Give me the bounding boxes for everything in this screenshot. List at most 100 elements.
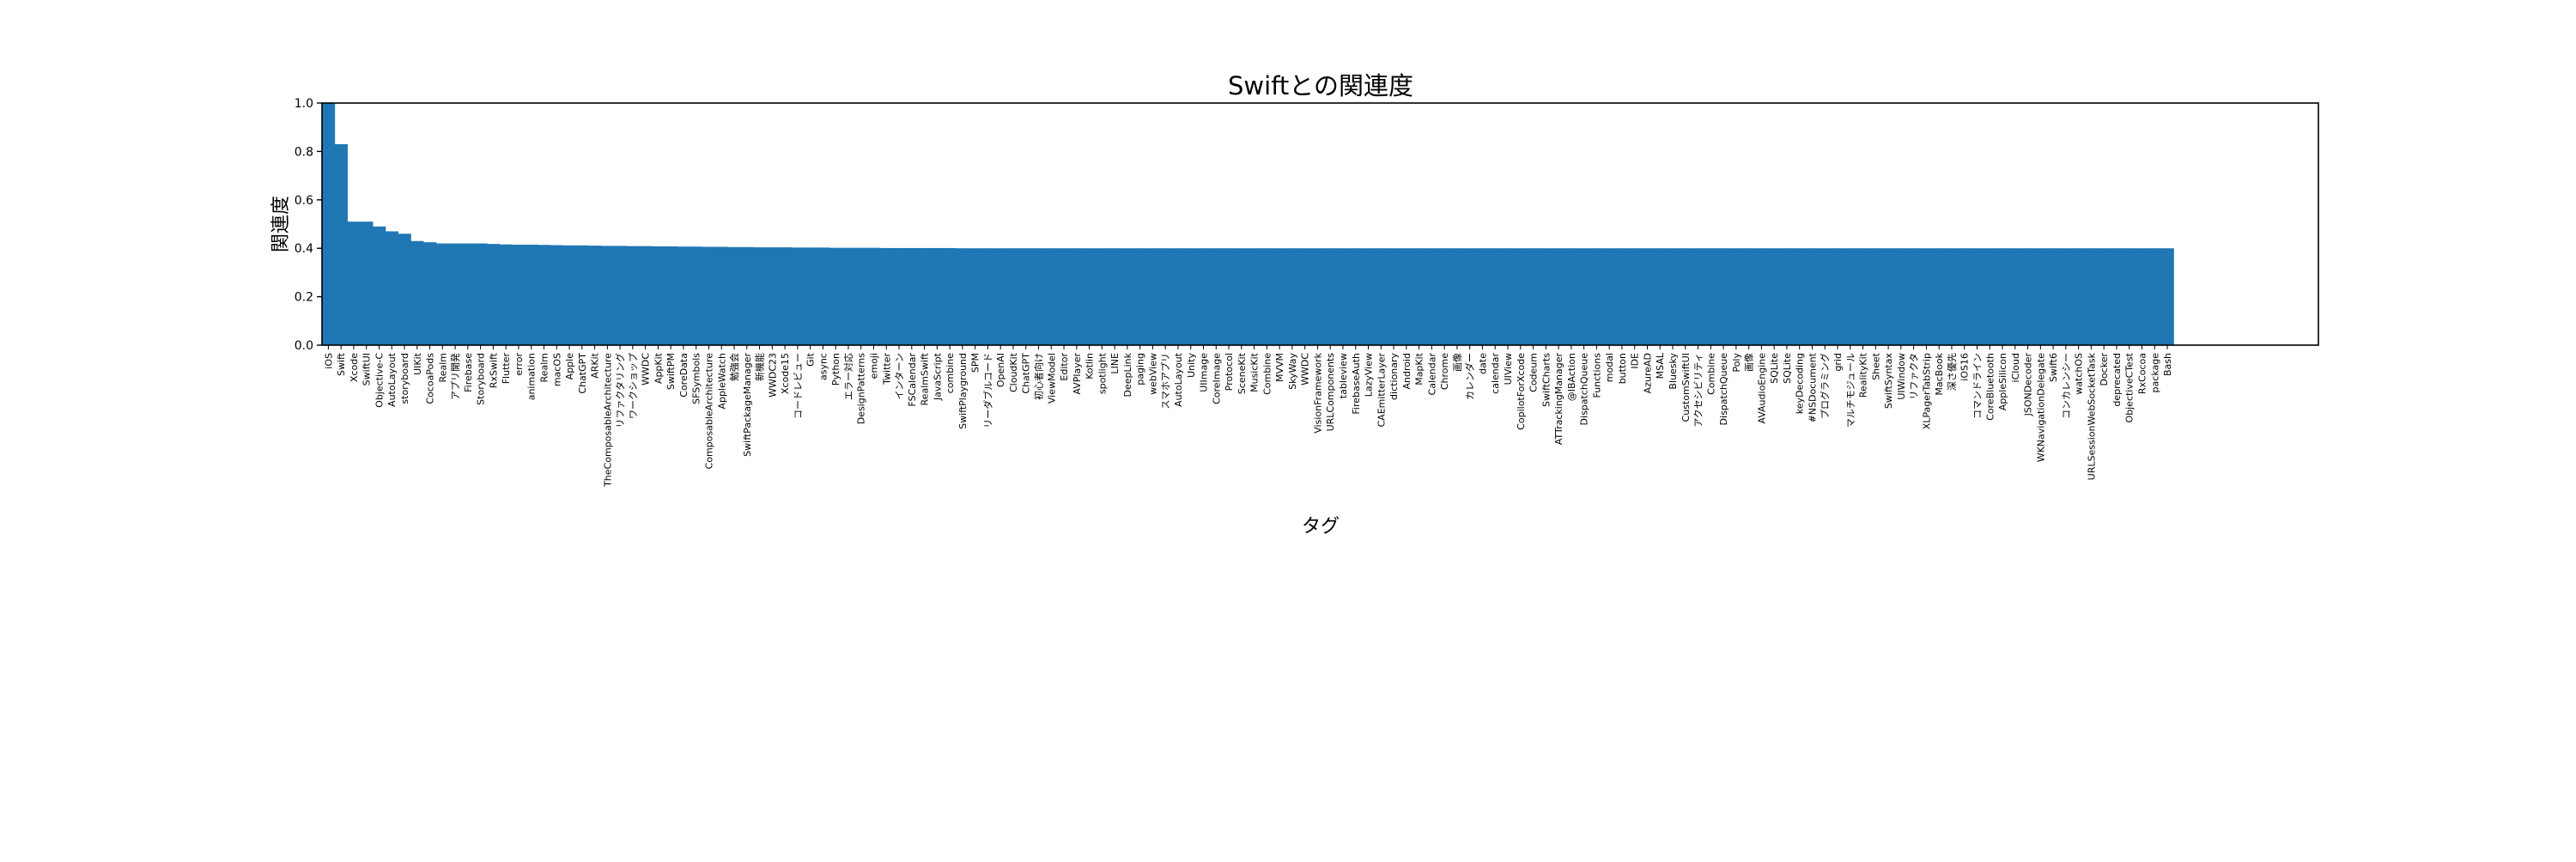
bar: [1907, 248, 1921, 345]
bar: [1121, 248, 1134, 345]
bar: [1425, 248, 1439, 345]
x-tick-label: VisionFramework: [1312, 352, 1323, 433]
x-tick-label: Xcode15: [780, 353, 791, 394]
x-tick-label: Combine: [1261, 353, 1273, 395]
x-tick-label: Calendar: [1426, 353, 1437, 396]
x-tick-label: SwiftUI: [361, 353, 373, 385]
x-tick-label: macOS: [551, 353, 562, 386]
bar: [690, 246, 703, 345]
x-tick-label: Realm: [437, 353, 448, 382]
bar: [2097, 248, 2111, 345]
x-tick-label: WWDC: [641, 353, 652, 385]
bar: [714, 246, 729, 345]
x-tick-label: URLSessionWebSocketTask: [2086, 352, 2097, 480]
bar: [410, 240, 424, 345]
x-axis: iOS Swift Xcode SwiftUI Objective-C AutoLayou…: [323, 345, 2173, 488]
x-tick-label: RxCocoa: [2137, 353, 2148, 394]
bar: [753, 247, 767, 345]
x-tick-label: リーダブルコード: [981, 353, 993, 428]
bar: [588, 246, 602, 345]
bar: [854, 247, 868, 345]
bar: [981, 248, 995, 345]
bar: [740, 246, 754, 345]
bar: [1793, 248, 1807, 345]
bar: [2021, 248, 2035, 345]
x-tick-label: WKNavigationDelegate: [2035, 353, 2046, 463]
x-tick-label: Firebase: [463, 353, 474, 392]
bar: [1488, 248, 1503, 345]
x-tick-label: FirebaseAuth: [1351, 353, 1362, 415]
bar: [1006, 248, 1020, 345]
bar: [1197, 248, 1211, 345]
bar: [702, 246, 716, 345]
bar: [943, 247, 957, 345]
bar: [1019, 248, 1033, 345]
x-tick-label: WWDC: [1300, 353, 1311, 385]
bar: [1476, 248, 1490, 345]
x-tick-label: watchOS: [2074, 353, 2085, 395]
bar: [2136, 248, 2149, 345]
x-tick-label: Protocol: [1224, 353, 1235, 391]
bar: [1577, 248, 1591, 345]
x-tick-label: WWDC23: [767, 353, 778, 398]
bar: [677, 246, 690, 345]
x-tick-label: SPM: [970, 353, 981, 373]
bar: [600, 246, 615, 345]
x-tick-label: インターン: [894, 353, 905, 399]
bar: [1831, 248, 1844, 345]
bar: [1894, 248, 1908, 345]
x-tick-label: Docker: [2099, 353, 2110, 386]
bar: [1615, 248, 1629, 345]
x-tick-label: combine: [945, 353, 956, 394]
x-tick-label: XLPagerTabStrip: [1921, 353, 1932, 429]
bar: [817, 247, 830, 345]
bar: [1413, 248, 1426, 345]
bar: [1285, 248, 1299, 345]
bar: [360, 222, 374, 345]
x-tick-label: Xcode: [349, 353, 360, 382]
x-tick-label: @IBAction: [1566, 353, 1577, 401]
bar: [1146, 248, 1160, 345]
bar: [2072, 248, 2086, 345]
bar: [385, 231, 399, 345]
x-tick-label: FSCalendar: [907, 353, 918, 407]
x-tick-label: SQLite: [1769, 353, 1780, 384]
x-tick-label: calendar: [1490, 353, 1501, 394]
x-tick-label: CocoaPods: [425, 353, 436, 404]
bar: [1844, 248, 1857, 345]
bar: [1032, 248, 1046, 345]
bar: [334, 143, 348, 345]
bar: [1996, 248, 2009, 345]
bar: [956, 248, 969, 345]
bar: [1806, 248, 1820, 345]
x-tick-label: SceneKit: [1236, 352, 1248, 394]
bar: [1932, 248, 1946, 345]
bar: [1044, 248, 1059, 345]
x-tick-label: CoreImage: [1211, 353, 1222, 404]
bar: [867, 247, 881, 345]
x-tick-label: AzureAD: [1642, 353, 1653, 393]
bar: [829, 247, 842, 345]
x-tick-label: リファクタ: [1909, 353, 1920, 400]
x-tick-label: AppKit: [653, 352, 664, 384]
x-tick-label: Swift6: [2048, 353, 2059, 382]
bar: [1374, 248, 1388, 345]
bar: [727, 246, 741, 345]
y-tick-label: 1.0: [295, 97, 313, 111]
bar: [1729, 248, 1743, 345]
x-tick-label: SQLite: [1782, 353, 1793, 384]
bar: [487, 244, 501, 345]
bar: [2033, 248, 2048, 345]
bar: [1818, 248, 1832, 345]
bar: [1666, 248, 1680, 345]
x-tick-label: CopilotForXcode: [1516, 353, 1527, 430]
x-tick-label: AppleSilicon: [1997, 353, 2008, 410]
bar: [879, 247, 894, 345]
x-tick-label: Unity: [1186, 353, 1197, 378]
bar: [1184, 248, 1198, 345]
x-tick-label: date: [1477, 353, 1488, 374]
x-tick-label: マルチモジュール: [1845, 353, 1856, 428]
x-tick-label: UIKit: [412, 352, 423, 375]
x-tick-label: Bluesky: [1668, 353, 1679, 390]
bar: [423, 242, 437, 345]
